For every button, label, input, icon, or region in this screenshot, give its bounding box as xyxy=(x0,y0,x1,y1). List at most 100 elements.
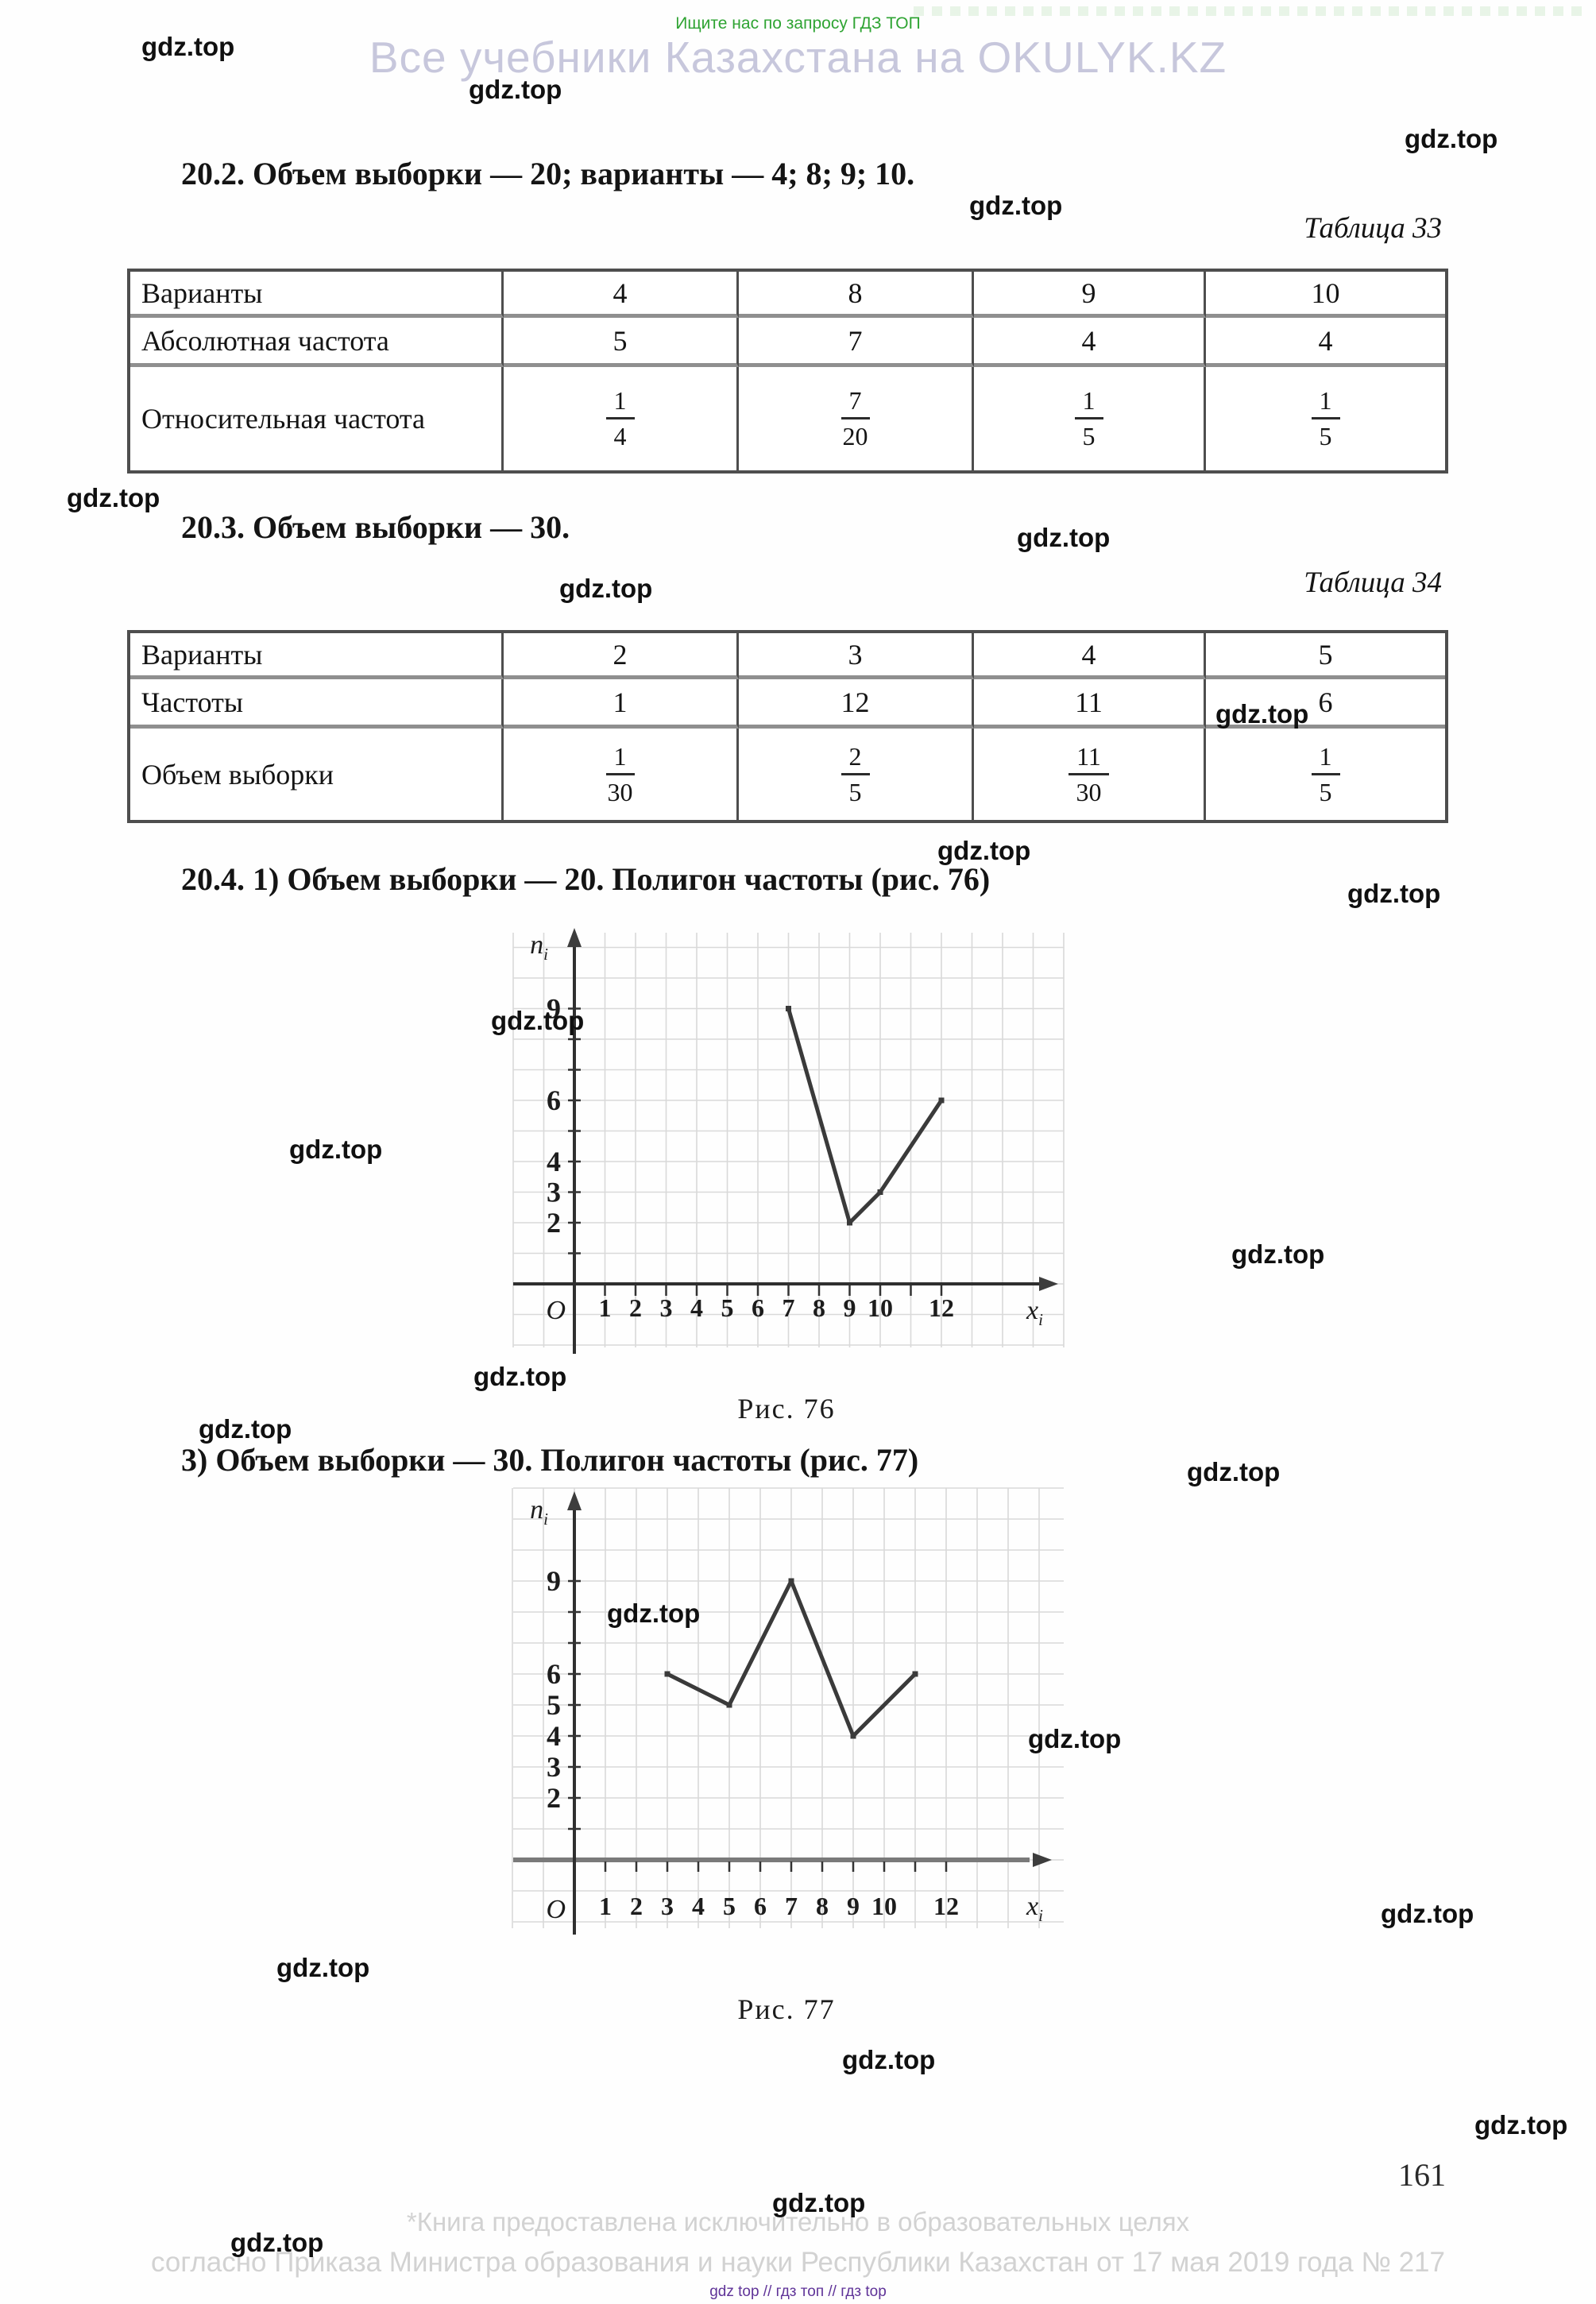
svg-text:9: 9 xyxy=(547,993,561,1025)
svg-text:1: 1 xyxy=(599,1293,612,1322)
table-cell: 4 xyxy=(974,318,1206,367)
table-33: Варианты 4 8 9 10 Абсолютная частота 5 7 4 4 Относ… xyxy=(127,269,1448,474)
svg-text:6: 6 xyxy=(547,1084,561,1116)
table-cell: 1 30 xyxy=(504,729,739,820)
table-cell: 7 xyxy=(739,318,974,367)
svg-text:3: 3 xyxy=(660,1293,673,1322)
svg-text:6: 6 xyxy=(754,1892,767,1920)
table-cell: 5 xyxy=(504,318,739,367)
row-label: Частоты xyxy=(130,679,504,729)
svg-text:6: 6 xyxy=(547,1658,561,1690)
table-cell: 8 xyxy=(739,272,974,318)
svg-text:ni: ni xyxy=(530,930,548,964)
footer-line-1: *Книга предоставлена исключительно в обр… xyxy=(406,2207,1190,2236)
watermark: gdz.top xyxy=(969,191,1063,220)
table-cell: 2 xyxy=(504,633,739,679)
watermark: gdz.top xyxy=(559,574,653,603)
table-cell: 4 xyxy=(974,633,1206,679)
table-row: Варианты 2 3 4 5 xyxy=(130,633,1445,679)
svg-text:1: 1 xyxy=(599,1892,612,1920)
watermark: gdz.top xyxy=(607,1598,701,1628)
svg-text:xi: xi xyxy=(1026,1892,1043,1925)
svg-text:12: 12 xyxy=(933,1892,959,1920)
watermark: gdz.top xyxy=(473,1362,567,1391)
row-label: Абсолютная частота xyxy=(130,318,504,367)
watermark: gdz.top xyxy=(491,1006,585,1035)
table-34: Варианты 2 3 4 5 Частоты 1 12 11 6 Объем выборки 1 3… xyxy=(127,630,1448,823)
table-row: Варианты 4 8 9 10 xyxy=(130,272,1445,318)
watermark: gdz.top xyxy=(1474,2110,1568,2140)
site-header-watermark: Все учебники Казахстана на OKULYK.KZ xyxy=(369,33,1227,82)
svg-text:O: O xyxy=(546,1296,566,1325)
figure-77-caption: Рис. 77 xyxy=(737,1993,836,2025)
svg-text:3: 3 xyxy=(547,1751,561,1783)
table-cell: 11 xyxy=(974,679,1206,729)
table-row: Частоты 1 12 11 6 xyxy=(130,679,1445,729)
table-cell: 6 xyxy=(1206,679,1445,729)
fraction: 7 20 xyxy=(841,386,870,450)
watermark: gdz.top xyxy=(1187,1457,1281,1486)
svg-text:3: 3 xyxy=(547,1177,561,1208)
table-cell: 7 20 xyxy=(739,367,974,470)
table-row: Объем выборки 1 30 2 5 11 30 1 5 xyxy=(130,729,1445,820)
table-row: Относительная частота 1 4 7 20 1 5 1 5 xyxy=(130,367,1445,470)
row-label: Варианты xyxy=(130,633,504,679)
svg-text:7: 7 xyxy=(783,1293,795,1322)
watermark: gdz.top xyxy=(1017,523,1111,552)
svg-text:8: 8 xyxy=(816,1892,829,1920)
watermark: gdz.top xyxy=(276,1953,370,1982)
svg-text:O: O xyxy=(546,1895,566,1924)
watermark: gdz.top xyxy=(1405,124,1498,153)
watermark: gdz.top xyxy=(1381,1899,1474,1928)
watermark: gdz.top xyxy=(1215,699,1309,729)
figure-76-caption: Рис. 76 xyxy=(737,1393,836,1425)
fraction: 11 30 xyxy=(1069,742,1109,807)
row-label: Объем выборки xyxy=(130,729,504,820)
svg-text:4: 4 xyxy=(547,1720,561,1752)
watermark: gdz.top xyxy=(842,2045,936,2074)
watermark: gdz.top xyxy=(937,836,1031,865)
table-cell: 4 xyxy=(1206,318,1445,367)
svg-text:9: 9 xyxy=(844,1293,856,1322)
table-cell: 3 xyxy=(739,633,974,679)
watermark: gdz.top xyxy=(1347,879,1441,908)
svg-text:8: 8 xyxy=(813,1293,825,1322)
watermark: gdz.top xyxy=(289,1135,383,1164)
table-cell: 9 xyxy=(974,272,1206,318)
watermark: gdz.top xyxy=(199,1414,292,1444)
svg-text:9: 9 xyxy=(847,1892,860,1920)
svg-text:2: 2 xyxy=(630,1892,643,1920)
svg-text:4: 4 xyxy=(690,1293,703,1322)
watermark: gdz.top xyxy=(772,2188,866,2217)
footer-line-2: согласно Приказа Министра образования и … xyxy=(150,2247,1445,2278)
page-number: 161 xyxy=(1398,2157,1446,2193)
svg-text:3: 3 xyxy=(661,1892,674,1920)
heading-20-3: 20.3. Объем выборки — 30. xyxy=(181,509,570,545)
row-label: Варианты xyxy=(130,272,504,318)
table-cell: 4 xyxy=(504,272,739,318)
svg-text:10: 10 xyxy=(871,1892,897,1920)
svg-text:2: 2 xyxy=(629,1293,642,1322)
watermark: gdz.top xyxy=(67,483,160,512)
watermark: gdz.top xyxy=(1231,1239,1325,1269)
svg-text:5: 5 xyxy=(721,1293,734,1322)
table-cell: 11 30 xyxy=(974,729,1206,820)
table-33-caption: Таблица 33 xyxy=(1304,212,1442,245)
footer-tiny-links: gdz top // гдз топ // гдз top xyxy=(709,2283,887,2300)
svg-text:ni: ni xyxy=(530,1495,548,1529)
svg-text:5: 5 xyxy=(547,1689,561,1721)
svg-text:6: 6 xyxy=(752,1293,764,1322)
heading-20-4-1: 20.4. 1) Объем выборки — 20. Полигон час… xyxy=(181,861,991,897)
table-row: Абсолютная частота 5 7 4 4 xyxy=(130,318,1445,367)
watermark: gdz.top xyxy=(141,32,235,61)
svg-text:xi: xi xyxy=(1026,1296,1043,1329)
